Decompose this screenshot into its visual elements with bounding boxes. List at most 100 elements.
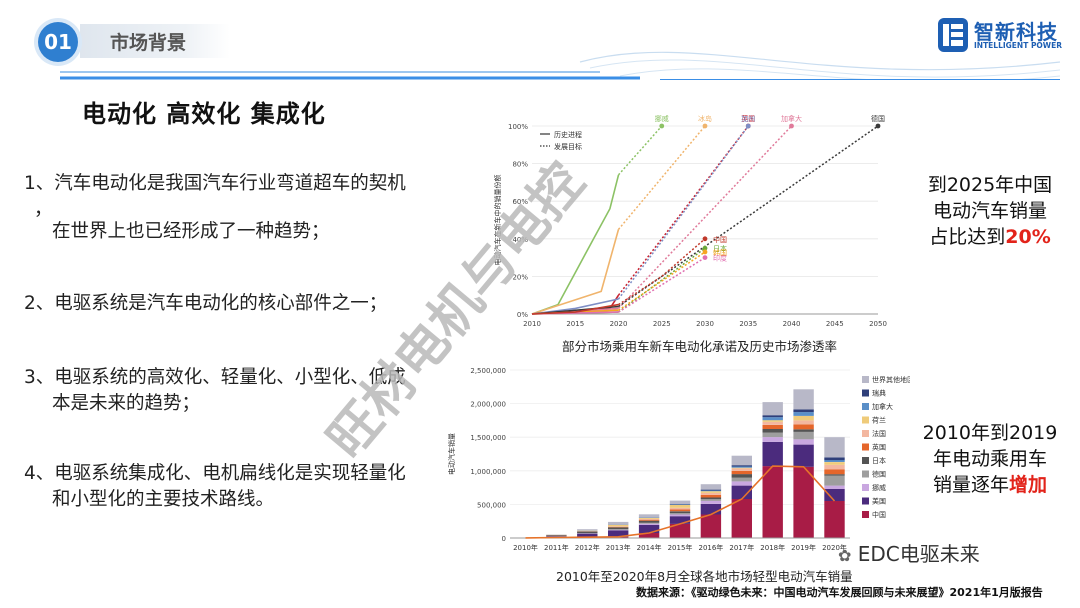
chart1-series-endpoint [702,245,708,251]
chart1-x-tick: 2015 [566,320,584,328]
chart2-bar-segment [762,441,783,467]
chart2-x-tick: 2013年 [606,543,631,552]
point-1-line-3: 在世界上也已经形成了一种趋势； [52,221,330,242]
chart2-legend-label: 世界其他地区 [872,375,910,384]
chart2-bar-segment [762,466,783,538]
chart2-bar-segment [793,444,814,467]
callout-2025-line1: 到2025年中国 [927,174,1053,196]
chart2-bar-segment [700,491,722,493]
chart2-bar-segment [731,465,752,467]
chart2-legend-swatch [862,430,869,437]
chart2-y-tick: 2,000,000 [470,401,506,409]
chart2-bar-segment [793,420,814,425]
chart2-bar-segment [608,529,629,531]
chart1-series-target-line [617,125,663,176]
chart1-series-label: 加州 [741,114,755,123]
chart2-bar-segment [762,421,783,425]
chart2-bar-segment [731,468,752,471]
point-2-line-1: 2、电驱系统是汽车电动化的核心部件之一； [24,293,388,314]
chart1-series-label: 英国 [741,114,755,123]
chart2-bar-segment [731,474,752,478]
chart1-y-tick: 40% [512,236,528,244]
chart1-series-target-line [618,238,706,306]
chart2-bar-segment [638,522,660,524]
chart2-bar-segment [577,531,598,534]
chart1-title: 部分市场乘用车新车电动化承诺及历史市场渗透率 [562,339,838,354]
point-4-line-2: 和小型化的主要技术路线。 [52,489,275,510]
chart2-bar-segment [669,504,691,508]
chart2-bar-segment [608,530,629,537]
chart1-x-tick: 2030 [696,320,714,328]
chart2-bar-segment [824,488,845,501]
chart2-bar-segment [700,492,722,495]
chart2-bar-segment [577,529,598,531]
chart2-bar-segment [762,420,783,422]
header-decoration [60,51,1061,80]
chart1-legend-historical: 历史进程 [554,130,582,139]
wechat-account-tag: ✿ EDC电驱未来 [838,538,980,567]
chart1-x-tick: 2045 [826,320,844,328]
chart1-legend-target: 发展目标 [554,142,582,151]
section-number-badge: 01 [38,22,78,62]
chart1-series-endpoint [702,236,708,242]
chart1-series-label: 中国 [713,235,727,244]
chart2-x-tick: 2014年 [637,543,662,552]
chart2-legend-label: 加拿大 [872,402,893,411]
chart2-bar-segment [793,429,814,432]
chart1-series-target-line [618,247,706,313]
chart2-bar-segment [824,475,845,486]
chart2-legend-swatch [862,497,869,505]
wechat-icon: ✿ [838,546,852,565]
chart2-bar-segment [700,497,722,500]
chart2-x-tick: 2018年 [760,543,785,552]
chart1-series-label: 挪威 [655,114,669,123]
chart1-series-target-line [617,125,706,230]
chart2-legend-swatch [862,389,869,397]
chart1-series-label: 加拿大 [781,114,802,123]
chart2-y-label: 电动汽车销量 [447,433,456,475]
chart2-bar-segment [731,499,752,538]
chart2-bar-segment [731,466,752,468]
chart1-x-tick: 2040 [783,320,801,328]
chart2-y-tick: 2,500,000 [470,367,506,375]
callout-growth-line2: 年电动乘用车 [932,448,1047,470]
source-note: 数据来源：《驱动绿色未来：中国电动汽车发展回顾与未来展望》2021年1月版报告 [636,586,1043,599]
point-1-line-1: 1、汽车电动化是我国汽车行业弯道超车的契机 [24,173,406,194]
chart1-series-historical-line [531,229,620,315]
chart2-bar-segment [824,460,845,462]
chart2-bar-segment [669,511,691,513]
chart1-y-label: 电动汽车在新车中的销量份额 [493,175,502,266]
chart2-bar-segment [762,437,783,442]
chart1-series-label: 冰岛 [698,114,712,123]
chart2-bar-segment [638,523,660,525]
chart2-legend-swatch [862,511,869,518]
chart2-bar-segment [700,503,722,515]
chart2-bar-segment [824,469,845,475]
chart2-bar-segment [793,409,814,413]
chart2-legend-swatch [862,457,869,464]
chart1-y-tick: 20% [512,273,528,281]
chart2-bar-segment [731,467,752,469]
chart2-legend-swatch [862,403,869,410]
chart2-bar-segment [700,500,722,504]
chart2-bar-segment [638,525,660,533]
chart2-bar-segment [762,425,783,429]
chart2-bar-segment [700,499,722,501]
chart2-bar-segment [700,494,722,498]
chart2-bar-segment [700,489,722,491]
ev-sales-stacked-bar-chart: 0 500,000 1,000,000 1,500,000 2,000,000 2,500… [447,367,910,552]
chart2-x-tick: 2016年 [698,543,723,552]
chart2-bar-segment [824,437,845,458]
chart1-series-target-line [618,256,706,313]
chart1-series-endpoint [702,249,708,255]
chart1-series-target-line [618,125,879,308]
chart1-x-tick: 2020 [610,320,628,328]
chart1-series-historical-line [531,303,619,315]
chart2-bar-segment [669,509,691,512]
callout-2025-line3: 占比达到20% [910,224,1070,250]
chart2-bar-segment [669,523,691,538]
logo-mark-icon [938,18,968,52]
chart2-bar-segment [669,512,691,515]
chart2-bar-segment [762,432,783,438]
callout-2025-highlight: 20% [1005,226,1051,248]
